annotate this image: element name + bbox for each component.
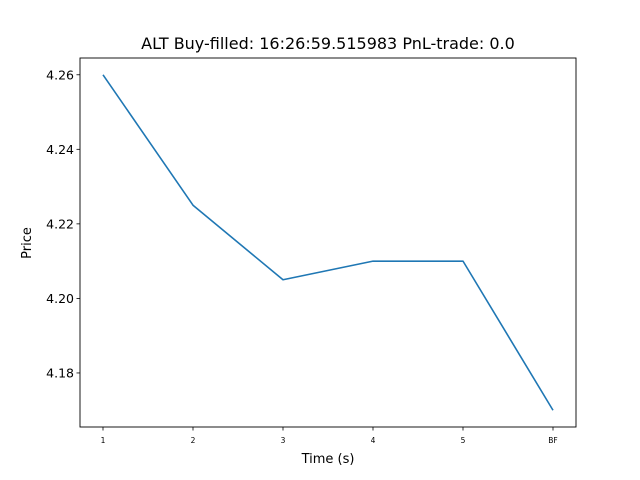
y-tick-label: 4.18 (46, 365, 74, 380)
y-tick-label: 4.22 (46, 216, 74, 231)
x-tick-label: 5 (461, 436, 466, 445)
y-tick-label: 4.26 (46, 67, 74, 82)
x-axis: 1 2 3 4 5 BF (101, 427, 558, 445)
y-tick-label: 4.24 (46, 142, 74, 157)
x-axis-label: Time (s) (301, 452, 355, 467)
x-tick-label: 3 (281, 436, 286, 445)
x-tick-label: 2 (191, 436, 196, 445)
y-axis: 4.18 4.20 4.22 4.24 4.26 (46, 67, 80, 380)
plot-area (79, 57, 577, 428)
y-axis-label: Price (20, 227, 35, 259)
x-tick-label: BF (548, 436, 557, 445)
y-tick-label: 4.20 (46, 291, 74, 306)
chart-title: ALT Buy-filled: 16:26:59.515983 PnL-trad… (141, 34, 515, 53)
series-layer (102, 74, 554, 411)
x-tick-label: 1 (101, 436, 106, 445)
series-line-0 (102, 74, 554, 411)
x-tick-label: 4 (371, 436, 376, 445)
